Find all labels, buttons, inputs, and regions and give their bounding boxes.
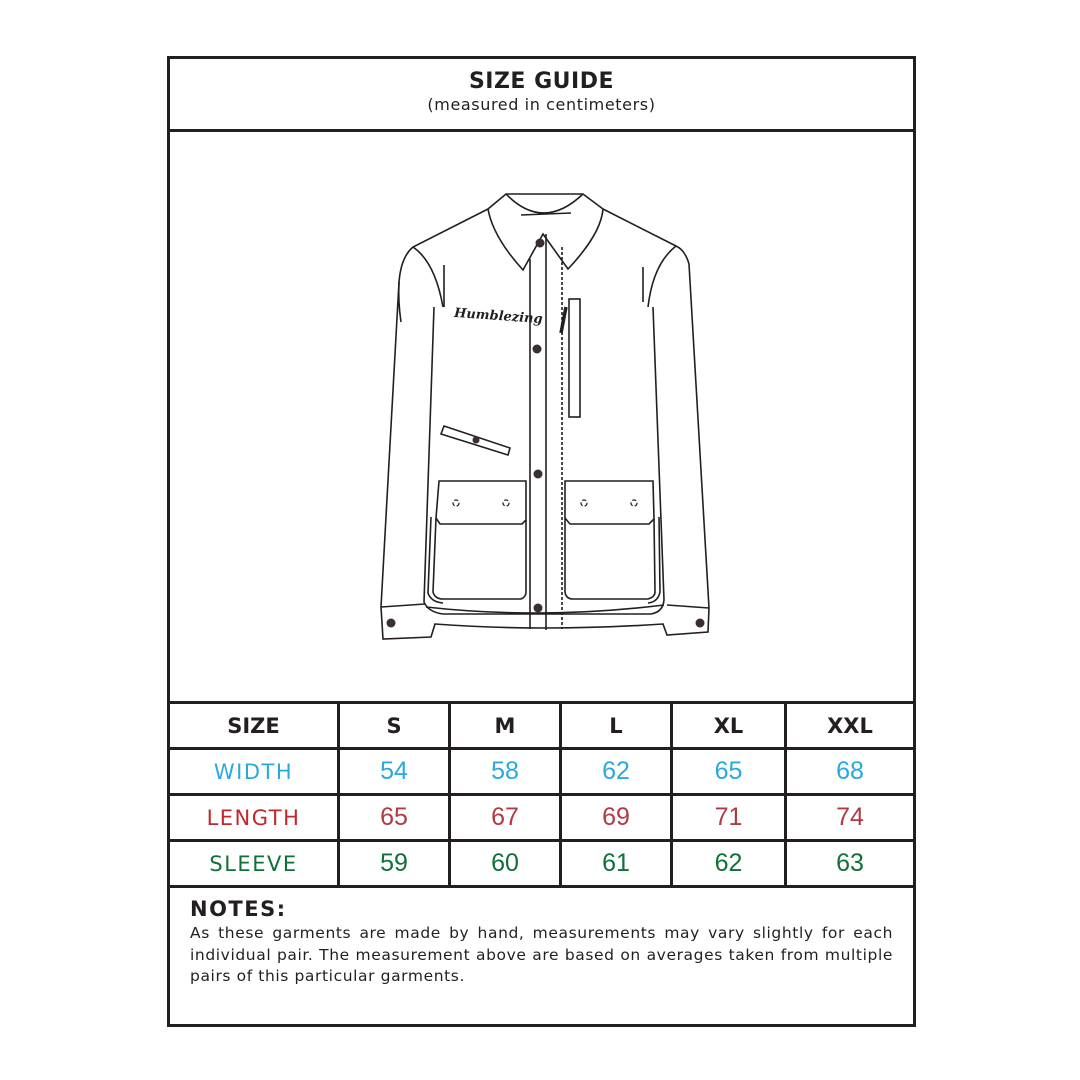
cell: 58	[448, 747, 562, 796]
cell: 65	[337, 793, 451, 842]
jacket-drawing	[380, 193, 710, 640]
row-label: LENGTH	[167, 793, 340, 842]
cell: 59	[337, 839, 451, 888]
table-header-row: SIZE S M L XL XXL	[167, 701, 916, 750]
cell: 60	[448, 839, 562, 888]
header-size: SIZE	[167, 701, 340, 750]
jacket-illustration: Humblezing	[170, 132, 913, 701]
cell: 67	[448, 793, 562, 842]
table-row-sleeve: SLEEVE 59 60 61 62 63	[167, 839, 916, 888]
button-icons	[386, 238, 705, 628]
notes-text: As these garments are made by hand, meas…	[190, 924, 893, 985]
size-guide: SIZE GUIDE (measured in centimeters)	[167, 56, 916, 1027]
header-s: S	[337, 701, 451, 750]
notes-heading: NOTES:	[190, 897, 287, 921]
cell: 62	[670, 839, 787, 888]
row-label: WIDTH	[167, 747, 340, 796]
cell: 63	[784, 839, 916, 888]
notes-section: NOTES: As these garments are made by han…	[190, 897, 893, 988]
cell: 68	[784, 747, 916, 796]
cell: 62	[559, 747, 673, 796]
cell: 54	[337, 747, 451, 796]
table-row-length: LENGTH 65 67 69 71 74	[167, 793, 916, 842]
table-row-width: WIDTH 54 58 62 65 68	[167, 747, 916, 796]
row-label: SLEEVE	[167, 839, 340, 888]
header-l: L	[559, 701, 673, 750]
page-title: SIZE GUIDE	[468, 69, 615, 94]
cell: 69	[559, 793, 673, 842]
header-xxl: XXL	[784, 701, 916, 750]
header-m: M	[448, 701, 562, 750]
cell: 71	[670, 793, 787, 842]
cell: 74	[784, 793, 916, 842]
title-block: SIZE GUIDE (measured in centimeters)	[170, 59, 913, 132]
cell: 61	[559, 839, 673, 888]
size-table: SIZE S M L XL XXL WIDTH 54 58 62 65 68 L…	[167, 701, 916, 888]
header-xl: XL	[670, 701, 787, 750]
page-subtitle: (measured in centimeters)	[427, 95, 656, 114]
cell: 65	[670, 747, 787, 796]
